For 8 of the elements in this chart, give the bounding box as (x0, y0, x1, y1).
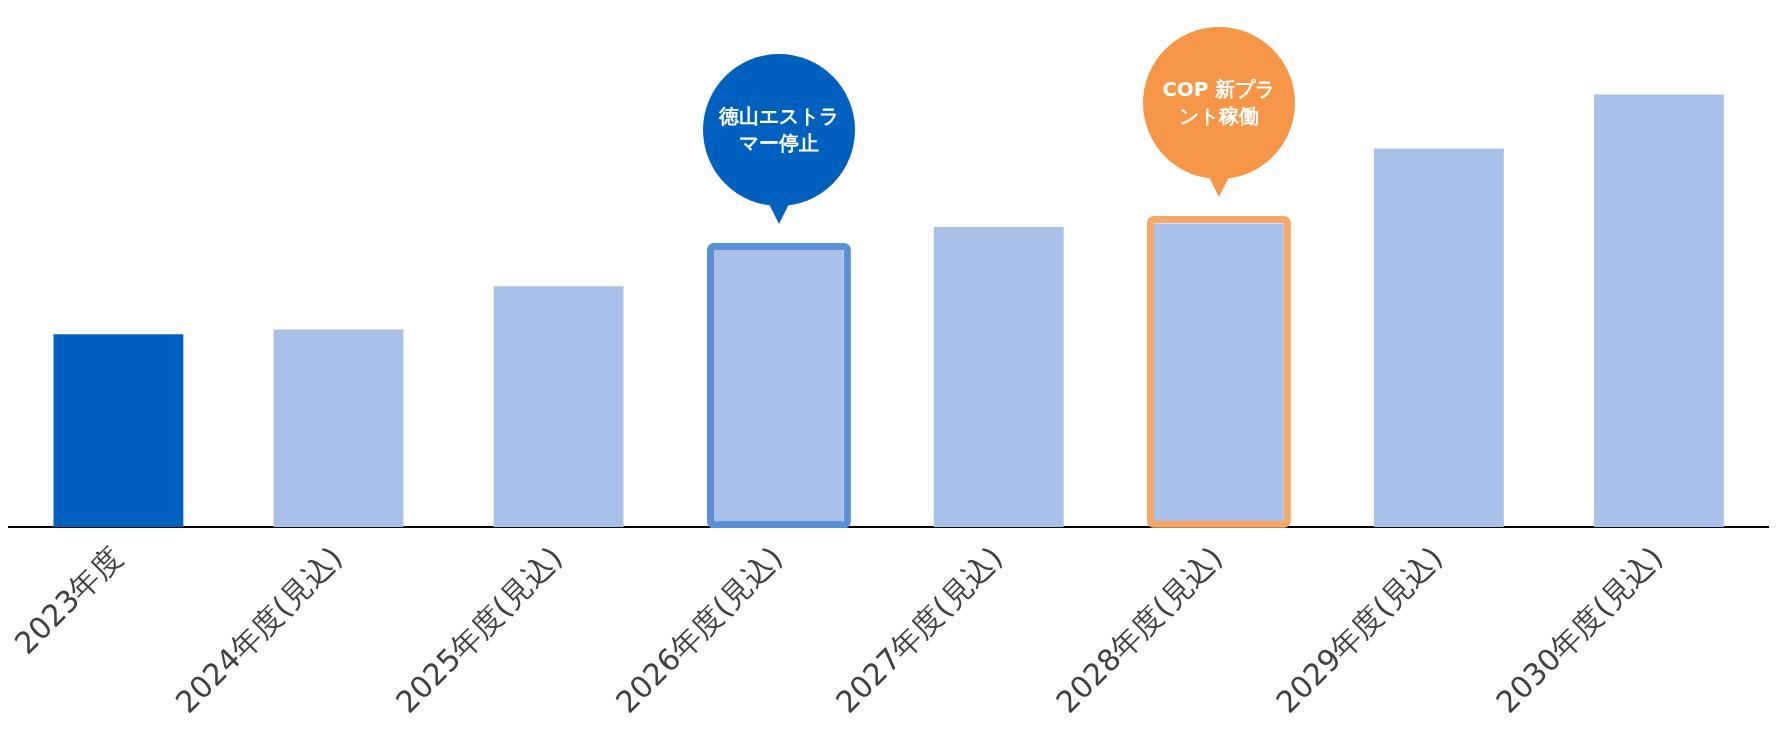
bar (1373, 148, 1504, 528)
bar (933, 226, 1064, 528)
annotation: COP 新プラント稼働 (1161, 76, 1277, 131)
bar (1594, 94, 1724, 528)
annotation: 徳山エストラマー停止 (718, 102, 839, 157)
bar (493, 286, 624, 528)
bar (53, 334, 184, 528)
bar (273, 329, 404, 528)
